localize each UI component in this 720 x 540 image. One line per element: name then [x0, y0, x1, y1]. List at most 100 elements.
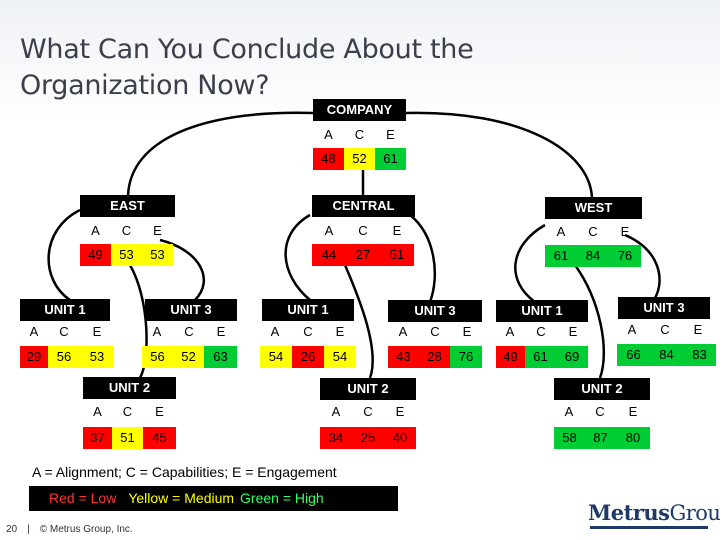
legend-definitions: A = Alignment; C = Capabilities; E = Eng… — [32, 464, 337, 480]
west-unit1-col-c: C — [536, 324, 546, 339]
logo-part-metrus: Metrus — [588, 500, 670, 525]
company-score-a: 48 — [313, 148, 344, 170]
east-unit2-score-c: 51 — [112, 427, 143, 449]
east-unit2-col-e: E — [155, 404, 164, 419]
company-col-e: E — [386, 127, 395, 142]
east-score-e: 53 — [142, 244, 173, 266]
central-unit3-score-e: 76 — [450, 346, 482, 368]
east-unit2-col-c: C — [122, 404, 133, 419]
west-unit2-col-a: A — [564, 404, 574, 419]
company-header: COMPANY — [313, 99, 406, 121]
central-unit2-header: UNIT 2 — [320, 378, 416, 400]
central-unit3-score-a: 43 — [388, 346, 419, 368]
east-unit2-score-e: 45 — [143, 427, 176, 449]
logo-part-group: Group — [669, 501, 720, 525]
west-unit2-col-c: C — [595, 404, 605, 419]
west-unit3-score-a: 66 — [617, 344, 650, 366]
east-unit2-col-a: A — [93, 404, 102, 419]
central-unit3-col-e: E — [462, 324, 472, 339]
west-col-a: A — [556, 224, 566, 239]
west-unit3-col-c: C — [660, 322, 670, 337]
west-unit3-col-e: E — [693, 322, 703, 337]
east-unit3-score-c: 52 — [173, 346, 204, 368]
west-col-e: E — [620, 224, 630, 239]
logo-underline — [590, 526, 708, 529]
west-unit1-score-c: 61 — [525, 346, 556, 368]
central-unit1-score-e: 54 — [324, 346, 356, 368]
central-col-c: C — [358, 223, 368, 238]
east-unit2-header: UNIT 2 — [83, 377, 176, 399]
west-unit2-score-e: 80 — [616, 427, 650, 449]
east-unit3-col-c: C — [184, 324, 194, 339]
central-unit2-col-a: A — [331, 404, 341, 419]
central-col-a: A — [324, 223, 334, 238]
central-unit2-score-e: 40 — [384, 427, 416, 449]
central-unit3-col-a: A — [398, 324, 408, 339]
east-unit1-col-a: A — [29, 324, 39, 339]
central-score-c: 27 — [346, 244, 380, 266]
east-score-c: 53 — [111, 244, 142, 266]
company-col-a: A — [324, 127, 333, 142]
west-unit2-score-a: 58 — [554, 427, 585, 449]
west-unit1-score-a: 49 — [496, 346, 525, 368]
east-unit2-score-a: 37 — [83, 427, 112, 449]
east-unit3-header: UNIT 3 — [145, 299, 237, 321]
company-score-c: 52 — [344, 148, 375, 170]
central-unit1-col-e: E — [335, 324, 345, 339]
central-score-a: 44 — [312, 244, 346, 266]
central-score-e: 51 — [380, 244, 414, 266]
east-unit3-col-e: E — [216, 324, 226, 339]
east-header: EAST — [80, 195, 175, 217]
west-unit3-score-e: 83 — [683, 344, 716, 366]
west-score-c: 84 — [577, 245, 609, 267]
east-score-a: 49 — [80, 244, 111, 266]
footer-divider: | — [27, 524, 30, 535]
east-unit1-col-e: E — [92, 324, 102, 339]
west-unit1-header: UNIT 1 — [496, 300, 588, 322]
copyright: © Metrus Group, Inc. — [39, 524, 133, 535]
central-unit2-score-c: 25 — [352, 427, 384, 449]
west-score-e: 76 — [609, 245, 641, 267]
legend-yellow: Yellow = Medium — [128, 490, 235, 506]
central-col-e: E — [392, 223, 402, 238]
central-unit2-col-c: C — [363, 404, 373, 419]
west-header: WEST — [545, 197, 642, 219]
west-col-c: C — [588, 224, 598, 239]
central-unit1-score-c: 26 — [292, 346, 324, 368]
east-unit1-col-c: C — [59, 324, 69, 339]
west-unit3-score-c: 84 — [650, 344, 683, 366]
company-score-e: 61 — [375, 148, 406, 170]
central-unit1-col-c: C — [303, 324, 313, 339]
central-unit3-score-c: 28 — [419, 346, 450, 368]
page-number: 20 — [6, 524, 18, 535]
slide-title: What Can You Conclude About the Organiza… — [20, 34, 474, 101]
west-unit3-header: UNIT 3 — [618, 297, 710, 319]
central-unit3-col-c: C — [430, 324, 440, 339]
west-unit2-header: UNIT 2 — [554, 378, 650, 400]
legend-color-key: Red = Low Yellow = Medium Green = High — [29, 486, 398, 511]
central-header: CENTRAL — [312, 195, 415, 217]
company-col-c: C — [354, 127, 365, 142]
legend-red: Red = Low — [49, 490, 117, 506]
west-unit2-score-c: 87 — [585, 427, 616, 449]
east-unit1-score-e: 53 — [80, 346, 114, 368]
west-unit3-col-a: A — [627, 322, 637, 337]
east-unit1-header: UNIT 1 — [20, 299, 110, 321]
central-unit2-score-a: 34 — [320, 427, 352, 449]
east-col-e: E — [153, 223, 162, 238]
east-unit3-col-a: A — [152, 324, 162, 339]
west-score-a: 61 — [545, 245, 577, 267]
footer: 20 | © Metrus Group, Inc. — [6, 524, 133, 535]
west-unit1-score-e: 69 — [556, 346, 588, 368]
east-unit3-score-e: 63 — [204, 346, 237, 368]
legend-green: Green = High — [240, 490, 324, 506]
east-unit3-score-a: 56 — [142, 346, 173, 368]
east-col-c: C — [121, 223, 132, 238]
central-unit1-col-a: A — [270, 324, 280, 339]
central-unit3-header: UNIT 3 — [388, 300, 482, 322]
west-unit1-col-e: E — [568, 324, 578, 339]
central-unit1-score-a: 54 — [260, 346, 292, 368]
central-unit2-col-e: E — [395, 404, 405, 419]
